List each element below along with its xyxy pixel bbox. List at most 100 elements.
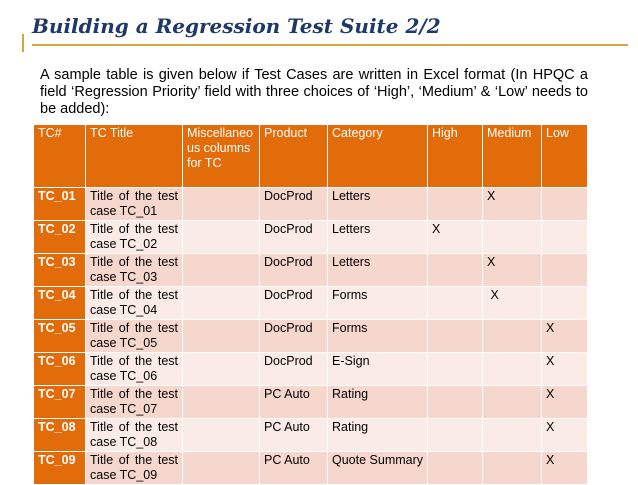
misc-cell [182, 352, 260, 386]
misc-cell [182, 220, 260, 254]
header-category: Category [327, 124, 428, 188]
product-cell: DocProd [259, 187, 328, 221]
high-cell: X [427, 220, 483, 254]
tc-id-cell: TC_03 [33, 253, 86, 287]
header-misc-label: Miscellaneous columns for TC [187, 126, 254, 170]
tc-id-cell: TC_02 [33, 220, 86, 254]
high-cell [427, 352, 483, 386]
low-cell [541, 187, 588, 221]
tc-title-line2: case TC_02 [90, 237, 158, 251]
low-cell: X [541, 352, 588, 386]
category-cell: Forms [327, 319, 428, 353]
table-header-row: TC# TC Title Miscellaneous columns for T… [33, 124, 588, 188]
low-cell: X [541, 451, 588, 485]
tc-title-line1: Title of the test [90, 189, 178, 203]
tc-id-cell: TC_05 [33, 319, 86, 353]
category-cell: Rating [327, 418, 428, 452]
low-cell [541, 253, 588, 287]
table-row: TC_03 Title of the test case TC_03 DocProd L… [33, 253, 588, 287]
header-tc-title: TC Title [85, 124, 183, 188]
product-cell: DocProd [259, 253, 328, 287]
product-cell: DocProd [259, 319, 328, 353]
tc-id-cell: TC_06 [33, 352, 86, 386]
table-row: TC_06 Title of the test case TC_06 DocProd E… [33, 352, 588, 386]
category-cell: Rating [327, 385, 428, 419]
medium-cell [482, 385, 542, 419]
medium-cell [482, 220, 542, 254]
tc-title-line2: case TC_09 [90, 468, 158, 482]
high-cell [427, 451, 483, 485]
low-cell [541, 286, 588, 320]
product-cell: PC Auto [259, 418, 328, 452]
table-row: TC_01 Title of the test case TC_01 DocProd L… [33, 187, 588, 221]
title-underline [32, 44, 628, 46]
low-cell: X [541, 385, 588, 419]
header-low: Low [541, 124, 588, 188]
tc-title-cell: Title of the test case TC_06 [85, 352, 183, 386]
medium-cell: X [482, 187, 542, 221]
table-row: TC_09 Title of the test case TC_09 PC Auto Q… [33, 451, 588, 485]
low-cell [541, 220, 588, 254]
tc-title-line2: case TC_01 [90, 204, 158, 218]
intro-paragraph: A sample table is given below if Test Ca… [40, 67, 588, 117]
table-row: TC_07 Title of the test case TC_07 PC Auto R… [33, 385, 588, 419]
product-cell: DocProd [259, 286, 328, 320]
tc-id-cell: TC_07 [33, 385, 86, 419]
category-cell: Forms [327, 286, 428, 320]
slide-title: Building a Regression Test Suite 2/2 [32, 14, 441, 38]
product-cell: DocProd [259, 352, 328, 386]
category-cell: E-Sign [327, 352, 428, 386]
medium-cell: X [482, 286, 542, 320]
tc-title-line2: case TC_03 [90, 270, 158, 284]
tc-title-cell: Title of the test case TC_02 [85, 220, 183, 254]
tc-title-line2: case TC_05 [90, 336, 158, 350]
tc-title-cell: Title of the test case TC_05 [85, 319, 183, 353]
tc-title-line1: Title of the test [90, 288, 178, 302]
high-cell [427, 385, 483, 419]
product-cell: PC Auto [259, 385, 328, 419]
table-row: TC_08 Title of the test case TC_08 PC Auto R… [33, 418, 588, 452]
tc-title-cell: Title of the test case TC_08 [85, 418, 183, 452]
medium-cell [482, 418, 542, 452]
table-row: TC_04 Title of the test case TC_04 DocProd F… [33, 286, 588, 320]
tc-title-line2: case TC_08 [90, 435, 158, 449]
category-cell: Letters [327, 187, 428, 221]
category-cell: Quote Summary [327, 451, 428, 485]
header-misc-columns: Miscellaneous columns for TC [182, 124, 260, 188]
tc-title-line2: case TC_06 [90, 369, 158, 383]
tc-title-line1: Title of the test [90, 255, 178, 269]
table-row: TC_02 Title of the test case TC_02 DocProd L… [33, 220, 588, 254]
high-cell [427, 286, 483, 320]
medium-cell [482, 352, 542, 386]
tc-title-cell: Title of the test case TC_03 [85, 253, 183, 287]
title-accent-mark [22, 34, 24, 52]
medium-cell [482, 319, 542, 353]
misc-cell [182, 451, 260, 485]
misc-cell [182, 319, 260, 353]
tc-id-cell: TC_08 [33, 418, 86, 452]
tc-title-line1: Title of the test [90, 354, 178, 368]
header-product: Product [259, 124, 328, 188]
table-row: TC_05 Title of the test case TC_05 DocProd F… [33, 319, 588, 353]
tc-id-cell: TC_04 [33, 286, 86, 320]
high-cell [427, 418, 483, 452]
category-cell: Letters [327, 253, 428, 287]
tc-id-cell: TC_01 [33, 187, 86, 221]
header-tc-number: TC# [33, 124, 86, 188]
tc-title-line1: Title of the test [90, 420, 178, 434]
tc-title-line2: case TC_07 [90, 402, 158, 416]
regression-test-table: TC# TC Title Miscellaneous columns for T… [33, 124, 588, 485]
misc-cell [182, 253, 260, 287]
tc-title-cell: Title of the test case TC_04 [85, 286, 183, 320]
tc-title-line1: Title of the test [90, 222, 178, 236]
header-high: High [427, 124, 483, 188]
low-cell: X [541, 418, 588, 452]
tc-title-line1: Title of the test [90, 321, 178, 335]
product-cell: PC Auto [259, 451, 328, 485]
medium-cell [482, 451, 542, 485]
misc-cell [182, 286, 260, 320]
high-cell [427, 187, 483, 221]
product-cell: DocProd [259, 220, 328, 254]
high-cell [427, 253, 483, 287]
misc-cell [182, 385, 260, 419]
